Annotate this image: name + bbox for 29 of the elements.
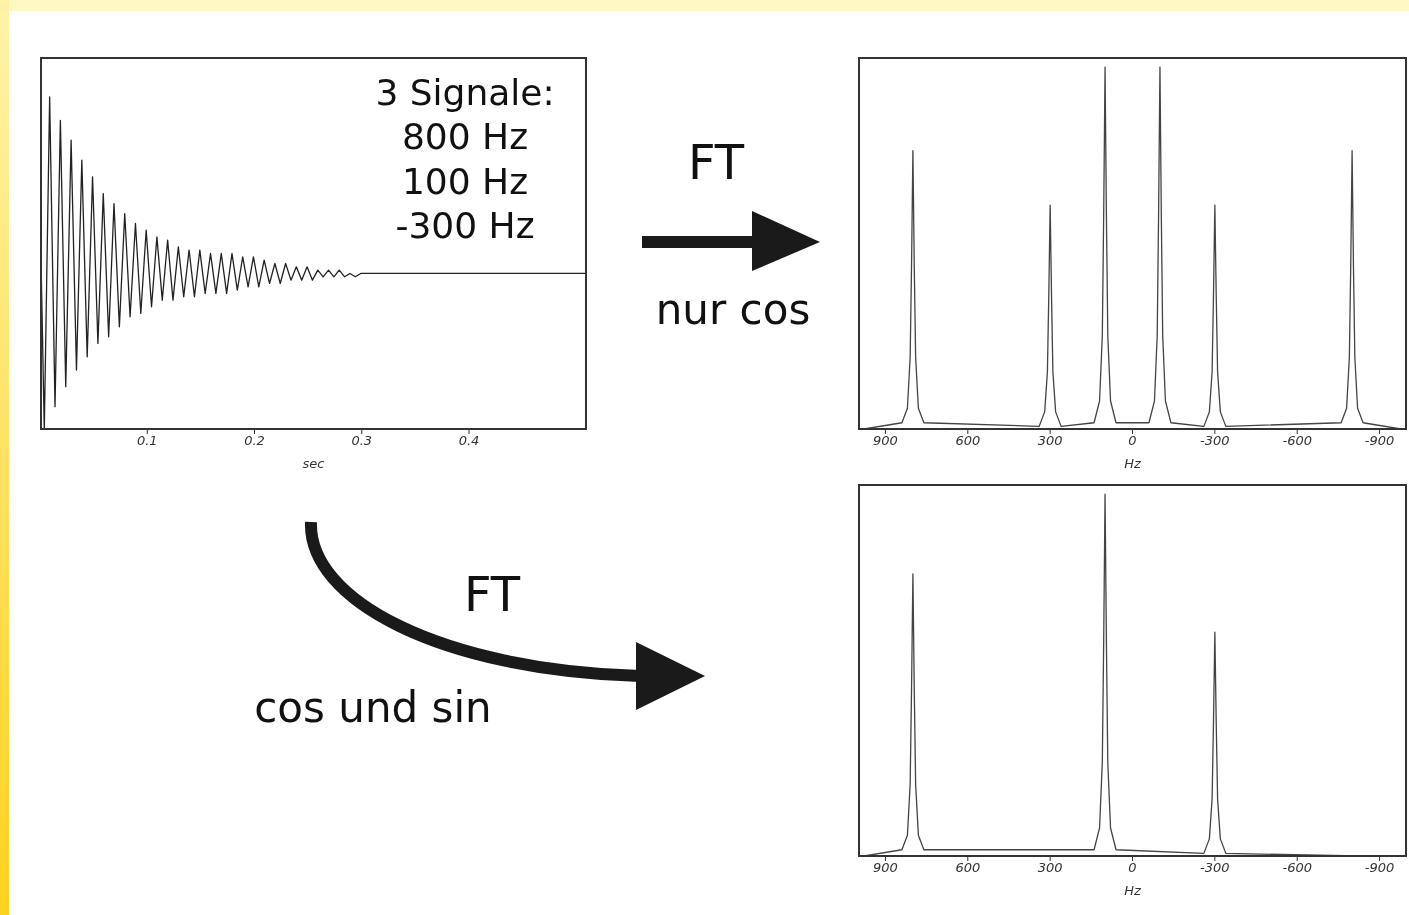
x-axis-title: sec: [302, 456, 325, 471]
x-tick-label: -300: [1200, 860, 1230, 876]
x-tick-label: 300: [1037, 433, 1063, 449]
x-tick-label: -600: [1282, 860, 1312, 876]
x-tick-label: -600: [1282, 433, 1312, 449]
x-axis-title: Hz: [1124, 456, 1142, 471]
x-tick-label: 300: [1037, 860, 1063, 876]
x-tick-label: 900: [873, 433, 898, 449]
text: FT: [462, 566, 522, 624]
x-tick-label: 0.1: [136, 433, 158, 449]
text: nur cos: [654, 284, 812, 336]
text: FT: [687, 134, 745, 191]
x-tick-label: 600: [955, 433, 981, 449]
annotation: -300 Hz: [394, 204, 536, 248]
annotation: 800 Hz: [400, 115, 530, 159]
x-tick-label: 0: [1128, 433, 1137, 449]
x-tick-label: 0.3: [351, 433, 373, 449]
x-tick-label: 0: [1128, 860, 1137, 876]
x-tick-label: 0.4: [458, 433, 480, 449]
x-tick-label: -900: [1364, 860, 1395, 876]
x-tick-label: 600: [955, 860, 981, 876]
x-tick-label: 900: [873, 860, 898, 876]
x-tick-label: -300: [1200, 433, 1230, 449]
x-axis-title: Hz: [1124, 883, 1142, 898]
text: cos und sin: [253, 682, 493, 734]
annotation: 100 Hz: [400, 160, 530, 204]
x-tick-label: -900: [1364, 433, 1395, 449]
annotation: 3 Signale:: [374, 71, 556, 115]
x-tick-label: 0.2: [244, 433, 265, 449]
